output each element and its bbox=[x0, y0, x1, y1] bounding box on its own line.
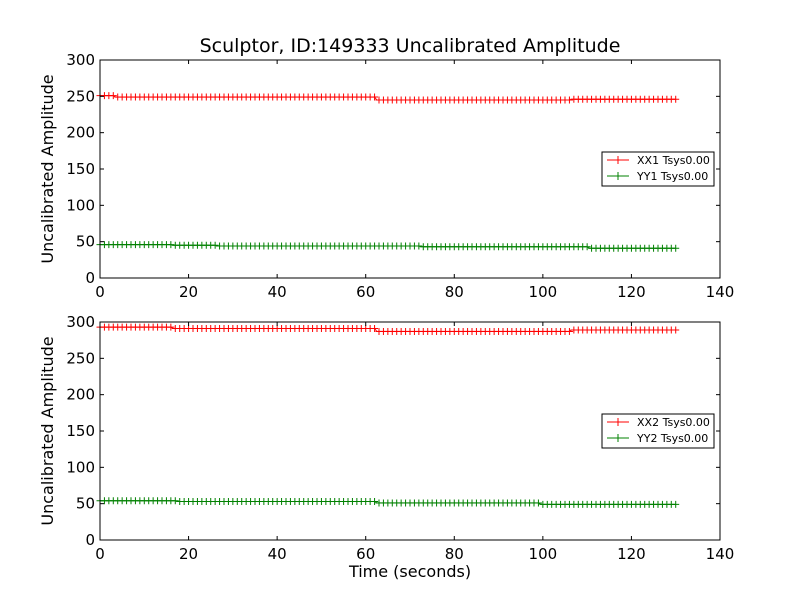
legend-marker bbox=[607, 172, 629, 180]
x-tick-label: 0 bbox=[95, 283, 105, 301]
x-tick-label: 40 bbox=[268, 283, 287, 301]
data-point bbox=[565, 96, 573, 104]
y-tick-label: 100 bbox=[66, 196, 95, 214]
data-point bbox=[672, 500, 680, 508]
y-tick-label: 200 bbox=[66, 124, 95, 142]
y-tick-label: 150 bbox=[66, 160, 95, 178]
legend-label: YY1 Tsys0.00 bbox=[636, 170, 708, 183]
series-xx2 bbox=[96, 323, 680, 335]
legend-box bbox=[601, 413, 715, 449]
data-point bbox=[167, 241, 175, 249]
data-point bbox=[583, 243, 591, 251]
series-yy2 bbox=[96, 497, 680, 508]
data-point bbox=[167, 323, 175, 331]
series-yy1 bbox=[96, 241, 680, 252]
legend-label: YY2 Tsys0.00 bbox=[636, 432, 708, 445]
legend-box bbox=[601, 151, 715, 187]
data-point bbox=[672, 95, 680, 103]
x-tick-label: 100 bbox=[529, 283, 558, 301]
y-tick-label: 250 bbox=[66, 87, 95, 105]
x-tick-label: 140 bbox=[706, 545, 735, 563]
data-point bbox=[109, 92, 117, 100]
x-tick-label: 140 bbox=[706, 283, 735, 301]
data-point bbox=[565, 327, 573, 335]
legend-label: XX1 Tsys0.00 bbox=[637, 154, 710, 167]
data-point bbox=[672, 244, 680, 252]
x-tick-label: 80 bbox=[445, 545, 464, 563]
x-tick-label: 120 bbox=[617, 283, 646, 301]
y-tick-label: 0 bbox=[85, 531, 95, 549]
series-xx1 bbox=[96, 92, 680, 104]
y-tick-label: 100 bbox=[66, 458, 95, 476]
data-point bbox=[371, 93, 379, 101]
chart-title: Sculptor, ID:149333 Uncalibrated Amplitu… bbox=[200, 35, 621, 57]
chart-panel-1: 0 20 40 60 80 100 120 140 0 50 100 150 200 250 300 Scul… bbox=[38, 35, 734, 301]
data-point bbox=[534, 499, 542, 507]
y-axis-label: Uncalibrated Amplitude bbox=[38, 336, 57, 525]
x-tick-label: 80 bbox=[445, 283, 464, 301]
y-tick-label: 0 bbox=[85, 269, 95, 287]
y-tick-label: 250 bbox=[66, 349, 95, 367]
x-tick-label: 100 bbox=[529, 545, 558, 563]
chart-panel-2: 0 20 40 60 80 100 120 140 0 50 100 150 200 250 300 Time… bbox=[38, 313, 734, 581]
x-tick-label: 60 bbox=[356, 545, 375, 563]
y-tick-label: 50 bbox=[76, 233, 95, 251]
y-tick-label: 300 bbox=[66, 51, 95, 69]
x-tick-label: 120 bbox=[617, 545, 646, 563]
x-tick-label: 0 bbox=[95, 545, 105, 563]
y-tick-label: 50 bbox=[76, 495, 95, 513]
x-tick-label: 40 bbox=[268, 545, 287, 563]
data-point bbox=[171, 497, 179, 505]
y-tick-label: 150 bbox=[66, 422, 95, 440]
data-point bbox=[415, 242, 423, 250]
y-tick-label: 300 bbox=[66, 313, 95, 331]
x-tick-label: 20 bbox=[179, 283, 198, 301]
data-point bbox=[211, 241, 219, 249]
data-point bbox=[371, 325, 379, 333]
y-axis-label: Uncalibrated Amplitude bbox=[38, 74, 57, 263]
y-tick-label: 200 bbox=[66, 386, 95, 404]
legend: XX2 Tsys0.00 YY2 Tsys0.00 bbox=[601, 413, 715, 449]
x-tick-label: 20 bbox=[179, 545, 198, 563]
data-point bbox=[672, 326, 680, 334]
x-axis-label: Time (seconds) bbox=[348, 562, 471, 581]
legend-marker bbox=[607, 434, 629, 442]
x-tick-label: 60 bbox=[356, 283, 375, 301]
legend-label: XX2 Tsys0.00 bbox=[637, 416, 710, 429]
legend-marker bbox=[607, 156, 629, 164]
data-point bbox=[371, 497, 379, 505]
legend-marker bbox=[607, 418, 629, 426]
legend: XX1 Tsys0.00 YY1 Tsys0.00 bbox=[601, 151, 715, 187]
